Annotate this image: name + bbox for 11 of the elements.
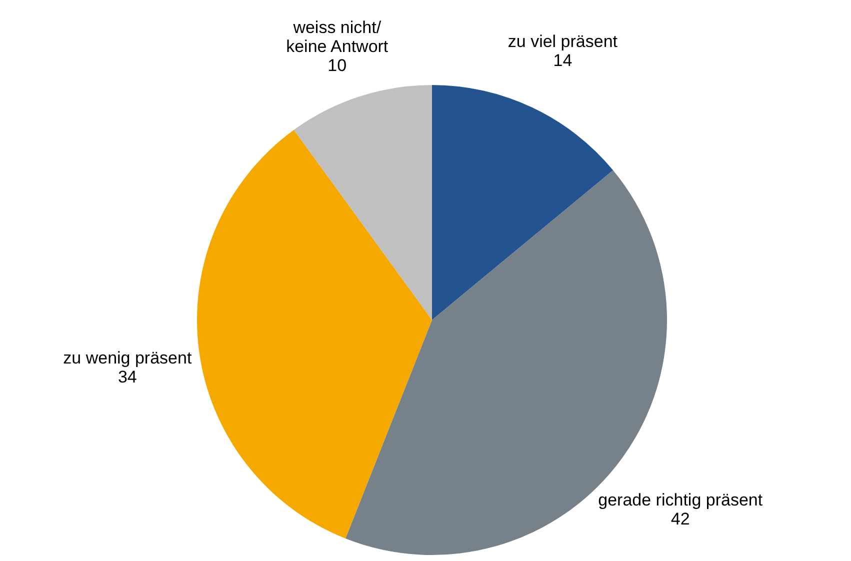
slice-label: zu wenig präsent [63,348,192,368]
data-label: 34 [118,367,137,386]
slice-label: zu viel präsent [508,32,618,52]
pie-slice [432,85,614,320]
data-label: 42 [670,509,690,528]
data-label: 14 [553,51,572,70]
data-label: 10 [328,56,347,76]
slice-label: gerade richtig präsent [598,490,763,510]
pie-slice [197,130,432,538]
pie-slice [294,85,432,320]
slice-label: weiss nicht/ keine Antwort [286,18,388,56]
